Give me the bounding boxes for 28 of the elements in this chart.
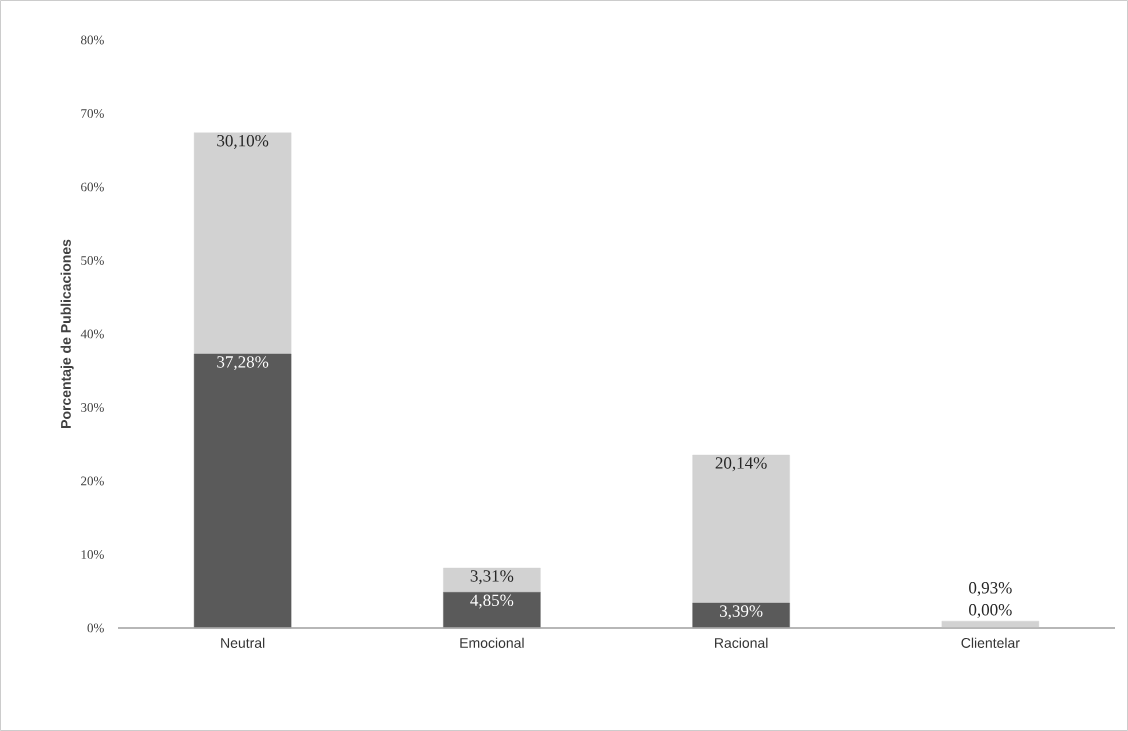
data-label: 3,31% <box>470 570 514 585</box>
bar <box>692 602 790 629</box>
y-tick-label: 20% <box>81 476 104 486</box>
data-label: 37,28% <box>217 356 269 371</box>
y-tick-label: 0% <box>87 623 104 633</box>
y-tick-label: 60% <box>81 182 104 192</box>
data-label: 20,14% <box>715 457 767 472</box>
y-tick-label: 10% <box>81 550 104 559</box>
data-label: 0,93% <box>969 582 1012 596</box>
y-tick-label: 50% <box>81 256 104 265</box>
data-label: 4,85% <box>470 594 514 609</box>
bar <box>443 592 541 629</box>
bar <box>193 353 292 629</box>
x-tick-label: Clientelar <box>961 637 1020 648</box>
y-axis-title: Porcentaje de Publicaciones <box>60 239 74 428</box>
bar <box>692 454 790 604</box>
data-label: 0,00% <box>969 604 1012 618</box>
data-label: 30,10% <box>217 134 269 149</box>
y-tick-label: 70% <box>81 109 104 118</box>
x-tick-label: Emocional <box>460 637 524 648</box>
y-tick-label: 30% <box>81 403 104 412</box>
bar <box>443 567 541 593</box>
y-tick-label: 40% <box>80 329 104 339</box>
y-tick-label: 80% <box>81 35 104 45</box>
x-tick-label: Neutral <box>221 637 265 648</box>
x-tick-label: Racional <box>715 637 768 648</box>
data-label: 3,39% <box>719 605 763 620</box>
bar <box>193 132 292 355</box>
